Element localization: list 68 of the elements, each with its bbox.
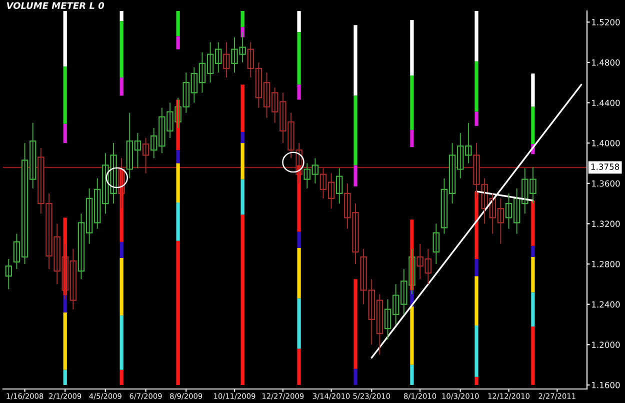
bar — [474, 325, 478, 377]
bar — [63, 124, 67, 144]
bar — [474, 276, 478, 326]
bar — [354, 96, 358, 166]
bar — [474, 61, 478, 112]
bar — [297, 11, 301, 32]
bar — [410, 20, 414, 76]
bar — [354, 368, 358, 385]
bar — [120, 78, 124, 96]
y-tick-label: 1.3600 — [592, 180, 620, 187]
bar — [240, 143, 244, 180]
bar — [240, 132, 244, 144]
chart-title: VOLUME METER L 0 — [6, 2, 104, 10]
bar — [474, 11, 478, 62]
bar — [120, 370, 124, 385]
bar — [297, 348, 301, 385]
bar — [63, 66, 67, 124]
bar — [63, 11, 67, 66]
bar — [63, 312, 67, 370]
bar — [297, 84, 301, 100]
bar — [410, 76, 414, 130]
bar — [240, 11, 244, 28]
bar — [354, 165, 358, 186]
bar — [410, 130, 414, 148]
bar — [176, 11, 180, 36]
y-tick-label: 1.3200 — [592, 220, 620, 227]
y-tick-label: 1.4800 — [592, 59, 620, 66]
bar — [354, 279, 358, 369]
bar — [297, 32, 301, 85]
bar — [531, 73, 535, 107]
bar — [531, 326, 535, 385]
bar — [410, 364, 414, 385]
bar — [474, 258, 478, 276]
bar — [531, 200, 535, 246]
bar — [120, 315, 124, 370]
bar — [297, 248, 301, 298]
y-tick-label: 1.1600 — [592, 382, 620, 388]
y-tick-label: 1.4000 — [592, 140, 620, 146]
y-tick-label: 1.4400 — [592, 100, 620, 106]
bar — [240, 214, 244, 385]
bar — [120, 11, 124, 22]
y-tick-label: 1.2800 — [592, 260, 620, 268]
bar — [120, 258, 124, 316]
y-tick-label: 1.2400 — [592, 301, 620, 308]
bar — [297, 232, 301, 248]
ref-line-label: 1.3758 — [591, 164, 620, 170]
bar — [120, 242, 124, 258]
bar — [176, 163, 180, 203]
bar — [297, 298, 301, 349]
bar — [474, 191, 478, 259]
bar — [240, 84, 244, 132]
y-tick-label: 1.5200 — [592, 19, 620, 26]
bar — [410, 306, 414, 365]
bar — [240, 179, 244, 215]
bar — [531, 246, 535, 257]
bar — [531, 256, 535, 292]
bar — [176, 202, 180, 241]
bar — [63, 370, 67, 385]
bar — [176, 36, 180, 50]
bar — [120, 21, 124, 78]
bar — [531, 106, 535, 144]
y-tick-label: 1.2000 — [592, 342, 620, 348]
bar — [176, 150, 180, 164]
bar — [176, 240, 180, 385]
bar — [354, 25, 358, 96]
bar — [474, 112, 478, 126]
bar — [474, 376, 478, 385]
bar — [531, 292, 535, 327]
